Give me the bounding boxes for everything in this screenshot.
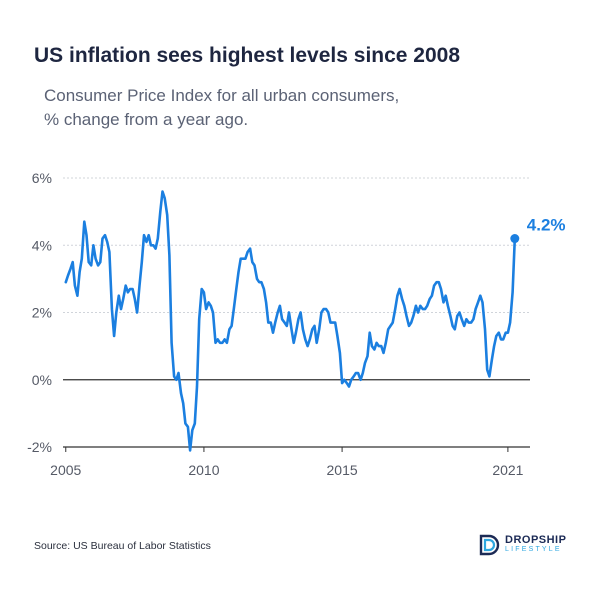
y-tick-label: 2% xyxy=(32,305,52,321)
axis-layer xyxy=(63,379,530,452)
brand-logo: DROPSHIP LIFESTYLE xyxy=(478,534,566,556)
series-line xyxy=(64,190,517,452)
x-tick-label: 2021 xyxy=(492,462,523,478)
x-tick-label: 2015 xyxy=(327,462,358,478)
source-note: Source: US Bureau of Labor Statistics xyxy=(34,540,211,552)
chart-title: US inflation sees highest levels since 2… xyxy=(34,44,461,67)
y-tick-label: 0% xyxy=(32,372,52,388)
latest-value-label: 4.2% xyxy=(527,216,566,235)
brand-name: DROPSHIP xyxy=(505,534,567,546)
series-layer xyxy=(64,190,520,452)
latest-point-marker xyxy=(510,234,520,244)
x-tick-label: 2010 xyxy=(188,462,219,478)
y-tick-label: 4% xyxy=(32,237,52,253)
ds-logo-icon xyxy=(479,534,500,556)
subtitle-line-1: Consumer Price Index for all urban consu… xyxy=(44,86,400,105)
brand-tagline: LIFESTYLE xyxy=(505,546,562,553)
y-tick-label: -2% xyxy=(27,439,52,455)
chart-subtitle: Consumer Price Index for all urban consu… xyxy=(44,84,564,132)
x-tick-label: 2005 xyxy=(50,462,81,478)
grid-layer xyxy=(63,177,530,313)
y-tick-label: 6% xyxy=(32,170,52,186)
label-layer: -2% 0% 2% 4% 6% 2005 2010 2015 2021 4.2% xyxy=(27,170,565,478)
subtitle-line-2: % change from a year ago. xyxy=(44,110,249,129)
